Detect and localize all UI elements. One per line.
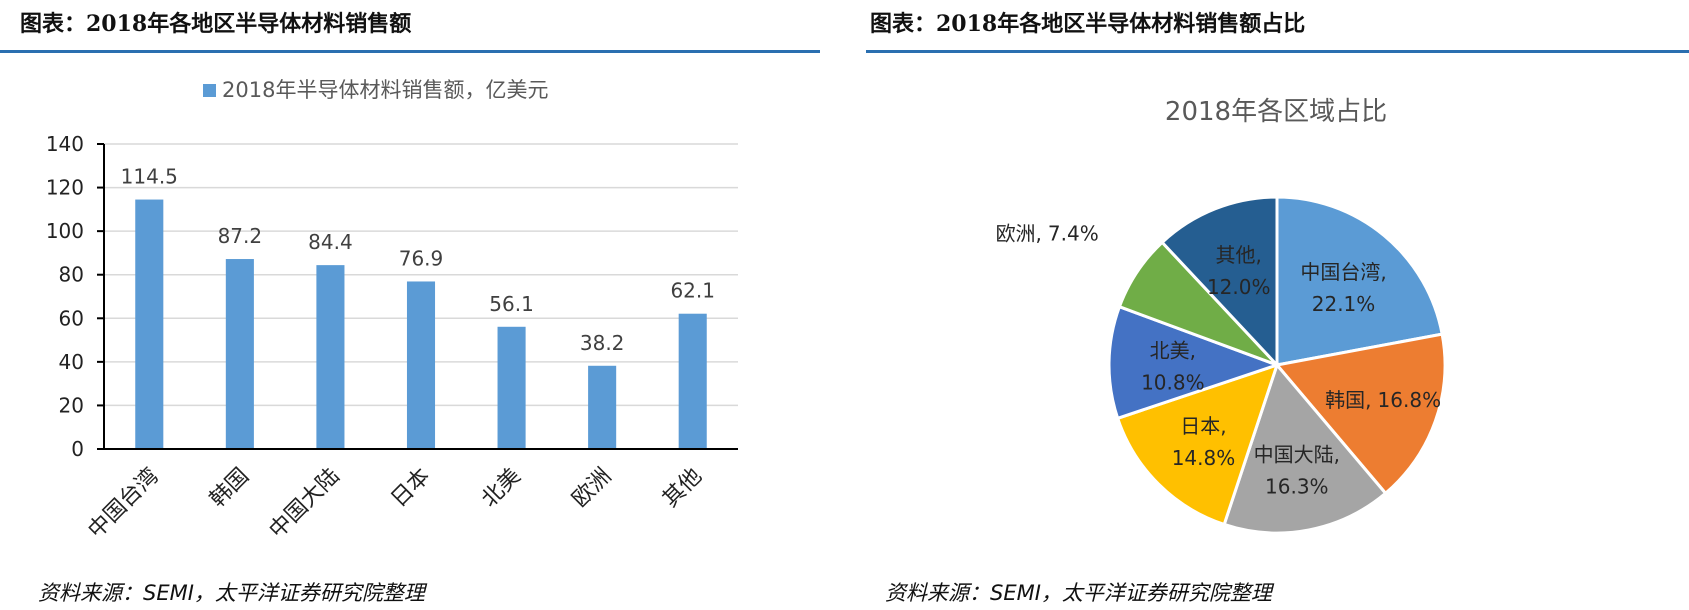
pie-slice-percent: 12.0% bbox=[1207, 275, 1271, 299]
pie-slice-label: 韩国, 16.8% bbox=[1325, 388, 1441, 412]
pie-slice-name: 北美, bbox=[1150, 338, 1196, 362]
bar-source-note: 资料来源：SEMI，太平洋证券研究院整理 bbox=[38, 581, 425, 605]
pie-slices bbox=[1107, 195, 1447, 535]
bar-1 bbox=[225, 259, 254, 449]
bar-category-label: 欧洲 bbox=[568, 464, 617, 513]
bar-value-label: 56.1 bbox=[489, 292, 534, 316]
bar-category-label: 北美 bbox=[477, 464, 526, 513]
bar-y-tick-label: 120 bbox=[46, 176, 84, 200]
bar-4 bbox=[497, 326, 526, 449]
bar-value-label: 87.2 bbox=[218, 224, 263, 248]
bar-category-label: 中国台湾 bbox=[84, 464, 164, 544]
pie-slice-6 bbox=[1160, 195, 1279, 369]
bar-value-label: 84.4 bbox=[308, 230, 353, 254]
bar-series bbox=[135, 199, 707, 449]
bar-y-tick-label: 60 bbox=[59, 306, 84, 330]
bar-legend-swatch bbox=[203, 84, 216, 97]
bar-2 bbox=[316, 265, 345, 449]
pie-slice-label: 欧洲, 7.4% bbox=[996, 221, 1099, 245]
bar-value-label: 76.9 bbox=[399, 246, 444, 270]
pie-slice-name: 中国台湾, bbox=[1300, 260, 1386, 284]
bar-y-tick-label: 100 bbox=[46, 219, 84, 243]
pie-slice-1 bbox=[1274, 332, 1447, 496]
bar-0 bbox=[135, 199, 164, 449]
pie-chart: 2018年各区域占比 中国台湾, 22.1% 韩国, 16.8% 中国大陆, 16.3% 日… bbox=[996, 97, 1447, 535]
bar-y-tick-label: 140 bbox=[46, 132, 84, 156]
pie-panel-divider bbox=[866, 50, 1689, 53]
pie-labels: 中国台湾, 22.1% 韩国, 16.8% 中国大陆, 16.3% 日本, 14.8% 北美, 1… bbox=[996, 221, 1442, 498]
bar-y-tick-label: 80 bbox=[59, 263, 84, 287]
bar-chart: 2018年半导体材料销售额，亿美元 0 20 40 60 80 100 120 140 114… bbox=[46, 78, 738, 544]
bar-category-label: 其他 bbox=[658, 464, 707, 513]
pie-slice-name: 其他, bbox=[1216, 243, 1262, 267]
bar-panel-title: 图表：2018年各地区半导体材料销售额 bbox=[20, 11, 412, 37]
pie-slice-name: 中国大陆, bbox=[1254, 442, 1340, 466]
bar-6 bbox=[678, 313, 707, 449]
pie-slice-4 bbox=[1107, 304, 1282, 421]
bar-y-axis: 0 20 40 60 80 100 120 140 bbox=[46, 132, 104, 461]
bar-y-tick-label: 20 bbox=[59, 393, 84, 417]
bar-category-label: 中国大陆 bbox=[265, 464, 345, 544]
pie-source-note: 资料来源：SEMI，太平洋证券研究院整理 bbox=[885, 581, 1272, 605]
bar-x-axis: 中国台湾 韩国 中国大陆 日本 北美 欧洲 其他 bbox=[84, 464, 707, 544]
pie-slice-percent: 16.3% bbox=[1265, 474, 1329, 498]
bar-category-label: 韩国 bbox=[205, 464, 254, 513]
pie-panel-title: 图表：2018年各地区半导体材料销售额占比 bbox=[870, 11, 1306, 37]
bar-panel-divider bbox=[0, 50, 820, 53]
bar-y-tick-label: 40 bbox=[59, 350, 84, 374]
pie-slice-3 bbox=[1115, 362, 1280, 527]
bar-y-tick-label: 0 bbox=[71, 437, 84, 461]
bar-value-label: 114.5 bbox=[121, 165, 178, 189]
bar-category-label: 日本 bbox=[386, 464, 435, 513]
pie-slice-percent: 22.1% bbox=[1312, 292, 1376, 316]
bar-value-label: 62.1 bbox=[670, 279, 715, 303]
bar-legend-label: 2018年半导体材料销售额，亿美元 bbox=[222, 78, 548, 102]
pie-slice-percent: 14.8% bbox=[1172, 446, 1236, 470]
pie-slice-name: 日本, bbox=[1180, 414, 1226, 438]
bar-5 bbox=[588, 365, 617, 449]
pie-slice-percent: 10.8% bbox=[1141, 370, 1205, 394]
bar-value-label: 38.2 bbox=[580, 331, 625, 355]
pie-slice-0 bbox=[1275, 195, 1444, 367]
bar-3 bbox=[406, 281, 436, 449]
bar-value-labels: 114.5 87.2 84.4 76.9 56.1 38.2 62.1 bbox=[121, 165, 715, 355]
pie-title: 2018年各区域占比 bbox=[1165, 97, 1387, 127]
